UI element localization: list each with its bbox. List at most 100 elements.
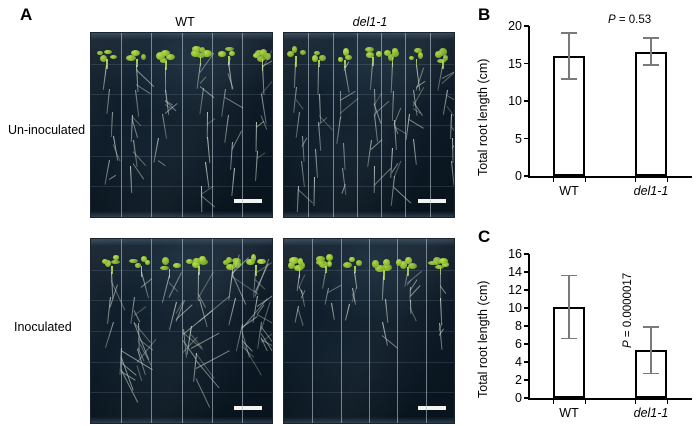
p-symbol: P bbox=[608, 14, 616, 26]
seedling-leaf bbox=[383, 49, 391, 57]
seedling-root bbox=[451, 137, 454, 163]
x-axis-tick bbox=[666, 400, 668, 404]
seedling-leaf bbox=[162, 257, 170, 265]
seedling-leaf bbox=[391, 48, 399, 55]
x-axis-tick bbox=[634, 178, 636, 182]
seedling-leaf bbox=[342, 261, 353, 269]
seedling-stem bbox=[442, 60, 444, 69]
plate-gridline-v bbox=[212, 33, 213, 217]
seedling-leaf bbox=[160, 50, 170, 57]
seedling-leaf bbox=[387, 54, 395, 62]
seedling-stem bbox=[198, 266, 200, 276]
y-axis-tick-label: 12 bbox=[508, 283, 522, 297]
y-axis-tick-label: 15 bbox=[508, 56, 522, 71]
panel-letter-a: A bbox=[20, 5, 33, 24]
y-axis-tick bbox=[524, 253, 529, 255]
y-axis-tick bbox=[524, 397, 529, 399]
seedling-stem bbox=[199, 56, 202, 67]
seedling-leaf bbox=[337, 56, 344, 62]
plate-gridline-v bbox=[121, 33, 122, 217]
y-axis-tick-label: 10 bbox=[508, 301, 522, 315]
seedling-leaf bbox=[259, 49, 267, 57]
y-axis-tick-label: 16 bbox=[508, 247, 522, 261]
seedling-leaf bbox=[109, 55, 118, 60]
seedling-leaf bbox=[226, 263, 235, 271]
seedling-leaf bbox=[435, 50, 442, 58]
seedling-leaf bbox=[223, 259, 230, 265]
plate-gridline-h bbox=[91, 186, 272, 188]
seedling-leaf bbox=[192, 261, 201, 269]
y-axis-tick-label: 14 bbox=[508, 265, 522, 279]
seedling-leaf bbox=[99, 54, 107, 62]
seedling-leaf bbox=[434, 264, 444, 270]
plate-bottom-edge bbox=[91, 211, 272, 217]
y-axis-title: Total root length (cm) bbox=[476, 280, 490, 398]
error-bar-cap-upper bbox=[561, 274, 577, 277]
bar-del1-1 bbox=[635, 51, 667, 176]
seedling-leaf bbox=[199, 47, 206, 54]
error-bar-cap-lower bbox=[643, 64, 659, 66]
y-axis-tick bbox=[524, 379, 529, 381]
seedling-leaf bbox=[251, 253, 257, 262]
seedling-stem bbox=[415, 58, 418, 65]
plate-gridline-v bbox=[242, 239, 243, 423]
plate-gridline-v bbox=[121, 239, 122, 423]
seedling-leaf bbox=[112, 255, 120, 260]
p-value-text: = 0.53 bbox=[615, 14, 652, 26]
seedling-leaf bbox=[427, 260, 438, 266]
seedling-stem bbox=[255, 264, 257, 277]
seedling-leaf bbox=[128, 258, 138, 264]
y-axis-tick bbox=[524, 25, 529, 27]
seedling-leaf bbox=[192, 46, 201, 52]
y-axis-tick-label: 10 bbox=[508, 94, 522, 108]
plate-gridline-v bbox=[312, 239, 313, 423]
plate-bottom-edge bbox=[284, 211, 454, 217]
p-value-text: = 0.0000017 bbox=[622, 272, 634, 341]
seedling-leaf bbox=[405, 257, 412, 264]
seedling-leaf bbox=[196, 52, 206, 58]
seedling-leaf bbox=[257, 258, 266, 265]
seedling-leaf bbox=[289, 257, 300, 264]
plate-gridline-h bbox=[91, 155, 272, 157]
scale-bar bbox=[418, 406, 446, 410]
seedling-leaf bbox=[433, 257, 442, 265]
y-axis-tick bbox=[524, 361, 529, 363]
plate-gridline-v bbox=[182, 239, 183, 423]
y-axis-tick bbox=[524, 307, 529, 309]
plate-top-edge bbox=[91, 239, 272, 246]
y-axis-tick-label: 6 bbox=[515, 337, 522, 351]
photo-uninoculated-del1-1 bbox=[283, 32, 455, 218]
seedling-leaf bbox=[436, 58, 446, 64]
x-axis-tick bbox=[634, 400, 636, 404]
seedling-leaf bbox=[232, 260, 242, 268]
x-axis-tick bbox=[666, 178, 668, 182]
panel-letter-b: B bbox=[478, 5, 491, 24]
plate-gridline-h bbox=[284, 186, 454, 188]
y-axis-line bbox=[528, 254, 530, 399]
seedling-leaf bbox=[225, 46, 234, 52]
y-axis-tick-label: 4 bbox=[515, 355, 522, 369]
error-bar-cap-upper bbox=[643, 37, 659, 39]
x-axis-label-wt: WT bbox=[559, 406, 579, 420]
plate-gridline-h bbox=[91, 63, 272, 65]
plate-gridline-v bbox=[151, 33, 152, 217]
seedling-leaf bbox=[140, 53, 146, 61]
seedling-leaf bbox=[199, 255, 206, 264]
photo-inoculated-del1-1 bbox=[283, 238, 455, 424]
plate-gridline-v bbox=[182, 33, 183, 217]
plate-gridline-v bbox=[426, 239, 427, 423]
seedling-leaf bbox=[375, 264, 385, 272]
seedling-leaf bbox=[356, 260, 363, 266]
chart-panel-c: 0 2 4 6 8 10 12 14 16 Total root length (cm) WT del… bbox=[470, 240, 697, 426]
scale-bar bbox=[418, 199, 446, 203]
seedling-stem bbox=[344, 59, 346, 68]
seedling-leaf bbox=[172, 263, 181, 269]
seedling-leaf bbox=[343, 47, 350, 56]
seedling-leaf bbox=[383, 259, 391, 266]
seedling-leaf bbox=[202, 49, 212, 57]
plate-gridline-h bbox=[284, 63, 454, 65]
plate-gridline-h bbox=[91, 125, 272, 126]
seedling-leaf bbox=[409, 56, 415, 61]
seedling-leaf bbox=[439, 48, 447, 56]
y-axis-line bbox=[528, 26, 530, 177]
